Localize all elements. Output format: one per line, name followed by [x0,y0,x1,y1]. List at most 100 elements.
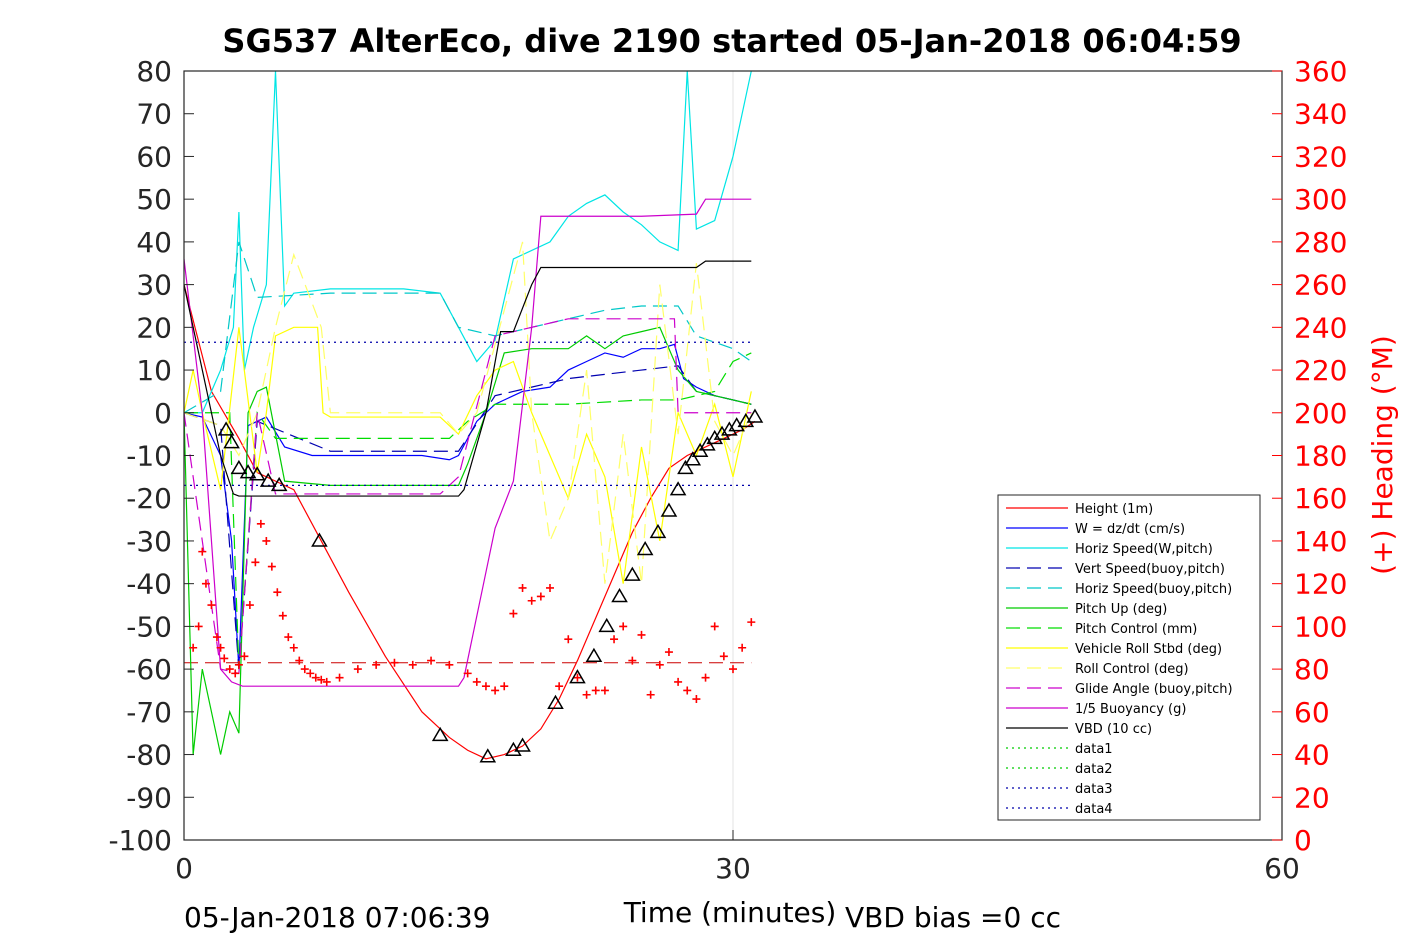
triangle-marker [660,502,678,517]
x-axis-label: Time (minutes) [623,896,837,929]
heading-point [664,648,673,657]
heading-point [212,633,221,642]
heading-point [500,682,509,691]
heading-point [481,682,490,691]
y-right-tick-label: 40 [1294,739,1330,772]
heading-point [335,673,344,682]
y-tick-label: -70 [126,696,172,729]
triangle-marker [706,429,724,445]
heading-point [637,630,646,639]
triangle-marker [684,451,702,466]
series-line-10 [184,198,752,687]
x-axis: 0 30 60 [175,830,1300,885]
y-right-tick-label: 340 [1294,98,1347,131]
heading-point [527,596,536,605]
heading-point [619,622,628,631]
heading-point [300,665,309,674]
triangle-marker [217,421,235,436]
series-line-7 [184,326,752,584]
legend-label: Vert Speed(buoy,pitch) [1075,562,1225,577]
legend-label: 1/5 Buoyancy (g) [1075,702,1186,717]
right-axis-label: (+) Heading (°M) [1366,335,1399,575]
heading-point [267,562,276,571]
triangle-marker [248,466,266,481]
heading-point [518,583,527,592]
triangle-marker [223,434,240,449]
legend-label: data1 [1075,742,1113,757]
triangle-marker [569,669,586,684]
y-tick-label: 10 [136,354,172,387]
y-right-tick-label: 100 [1294,610,1347,643]
heading-point [284,633,293,642]
heading-point [546,583,554,592]
heading-point [408,660,417,669]
heading-point [198,547,207,556]
legend-label: Pitch Up (deg) [1075,602,1167,617]
heading-point [256,519,265,528]
y-tick-label: -30 [126,525,172,558]
series-line-5 [184,326,752,755]
heading-point [201,579,210,588]
x-tick-label: 0 [175,852,193,885]
marker-layer [189,408,764,763]
heading-point [372,660,381,669]
heading-point [747,618,756,627]
triangle-marker [311,532,328,547]
triangle-marker [547,694,564,710]
heading-point [683,686,692,695]
triangle-marker [746,408,764,423]
y-tick-label: 0 [154,397,172,430]
y-right-tick-label: 180 [1294,440,1347,473]
y-tick-label: -90 [126,781,172,814]
y-tick-label: 40 [136,226,172,259]
heading-point [610,635,619,644]
legend-label: Horiz Speed(W,pitch) [1075,542,1213,557]
heading-point [573,673,582,682]
triangle-marker [270,476,288,492]
heading-point [674,677,683,686]
y-right-tick-label: 0 [1294,824,1312,857]
heading-point [591,686,600,695]
series-line-11 [184,260,752,497]
heading-point [390,658,399,667]
heading-point [600,686,609,695]
y-tick-label: -40 [126,568,172,601]
legend-label: Pitch Control (mm) [1075,622,1197,637]
heading-point [278,611,287,620]
heading-point [311,673,320,682]
triangle-marker [514,737,531,752]
right-axis: 3603403203002802602402202001801601401201… [1272,55,1347,857]
heading-point [322,677,331,686]
legend-label: data2 [1075,762,1113,777]
heading-point [306,669,315,678]
triangle-marker [624,566,641,581]
y-right-tick-label: 20 [1294,781,1330,814]
triangle-marker [611,587,628,603]
heading-point [273,588,282,597]
y-right-tick-label: 200 [1294,397,1347,430]
series-line-2 [184,71,752,414]
heading-point [564,635,573,644]
triangle-marker [649,523,667,539]
triangle-marker [677,459,694,475]
x-tick-label: 30 [715,852,751,885]
y-tick-label: 20 [136,311,172,344]
heading-point [353,665,362,674]
heading-point [317,675,326,684]
y-right-tick-label: 160 [1294,482,1347,515]
heading-point [234,660,243,669]
heading-point [646,690,655,699]
legend-label: data4 [1075,802,1113,817]
heading-point [289,643,298,652]
y-tick-label: -100 [108,824,172,857]
heading-point [225,665,234,674]
heading-point [240,652,249,661]
triangle-marker [598,617,616,633]
left-axis: 80 70 60 50 40 30 20 10 0 -10 -20 -30 -40 -50 -60 -70 -8… [108,55,194,857]
heading-point [555,682,564,691]
series-line-0 [184,284,756,760]
heading-point [701,673,710,682]
series-line-8 [184,241,752,584]
triangle-marker [239,464,257,479]
